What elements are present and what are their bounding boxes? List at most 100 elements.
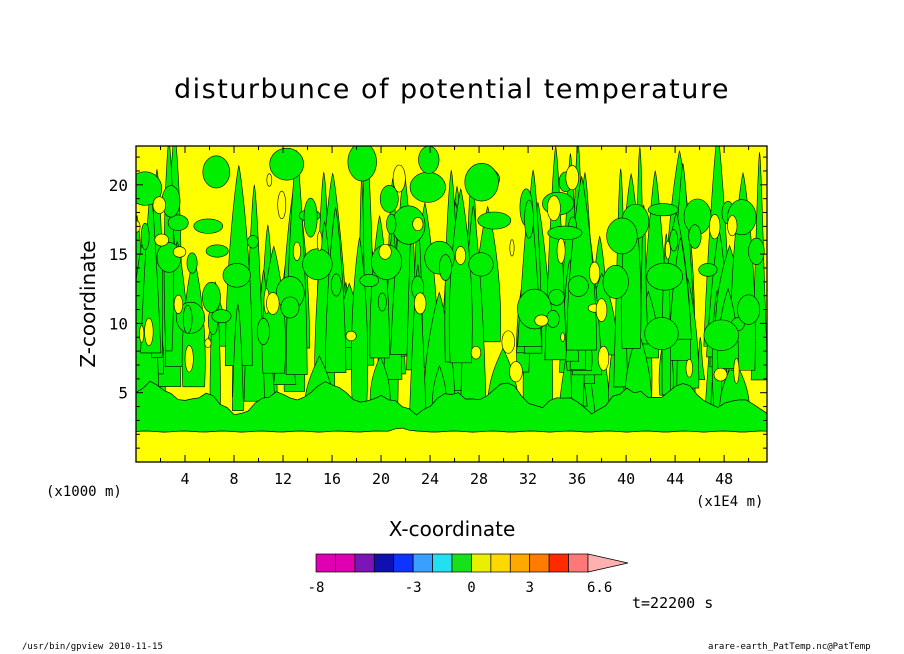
y-tick-label: 5 — [118, 384, 128, 403]
colorbar-segment — [354, 553, 375, 573]
patch — [182, 304, 193, 334]
patch — [409, 171, 446, 203]
colorbar-segment — [509, 553, 531, 573]
patch — [202, 155, 231, 189]
patch — [302, 248, 333, 280]
x-tick-label: 20 — [372, 470, 390, 488]
colorbar-segment — [393, 553, 414, 573]
x-tick-label: 40 — [617, 470, 635, 488]
y-tick-label: 20 — [109, 176, 128, 195]
y-axis-label: Z-coordinate — [76, 240, 100, 367]
plume — [669, 236, 692, 340]
patch — [136, 171, 163, 206]
colorbar-label: 3 — [525, 580, 533, 596]
patch — [359, 273, 379, 287]
colorbar-extend-arrow — [587, 553, 629, 573]
colorbar-segment — [548, 553, 569, 573]
patch — [468, 252, 494, 277]
x-tick-label: 12 — [274, 470, 292, 488]
patch — [737, 294, 761, 325]
positive-patch — [455, 246, 467, 265]
colorbar: -8 -3 0 3 6.6 — [308, 553, 629, 596]
positive-patch — [470, 345, 482, 360]
positive-patch — [139, 325, 145, 343]
patch — [167, 214, 189, 231]
patch — [205, 244, 229, 258]
x-tick-label: 4 — [180, 470, 189, 488]
x-axis-label: X-coordinate — [389, 517, 516, 541]
patch — [698, 263, 718, 277]
patch — [647, 203, 679, 217]
positive-patch — [509, 239, 515, 257]
positive-patch — [204, 338, 212, 348]
patch — [193, 218, 224, 234]
patch — [606, 217, 638, 255]
patch — [256, 317, 270, 345]
x-tick-label: 16 — [323, 470, 341, 488]
patch — [748, 237, 765, 266]
colorbar-segment — [490, 553, 511, 573]
patch — [547, 225, 583, 241]
patch — [646, 262, 683, 291]
colorbar-segment — [471, 553, 492, 573]
colorbar-segment — [529, 553, 550, 573]
patch — [703, 319, 739, 351]
x-tick-label: 44 — [666, 470, 684, 488]
patch — [477, 211, 512, 230]
patch — [524, 199, 534, 239]
positive-patch — [595, 298, 608, 322]
x-tick-label: 48 — [715, 470, 733, 488]
colorbar-segment — [315, 553, 336, 573]
patch — [548, 289, 565, 306]
patch — [186, 252, 198, 274]
x-tick-label: 8 — [230, 470, 239, 488]
patch — [379, 185, 399, 213]
positive-patch — [412, 217, 424, 232]
patch — [669, 229, 679, 252]
patch — [438, 254, 452, 281]
plume-layer — [136, 146, 767, 420]
patch — [211, 309, 232, 324]
positive-patch — [316, 231, 323, 252]
positive-patch — [501, 330, 516, 354]
positive-patch — [534, 314, 549, 327]
x-tick-label: 32 — [519, 470, 537, 488]
positive-patch — [152, 196, 166, 214]
positive-patch — [154, 233, 169, 247]
positive-patch — [556, 238, 566, 264]
positive-patch — [266, 173, 273, 187]
patch — [347, 146, 377, 182]
y-tick-label: 15 — [109, 245, 128, 264]
positive-patch — [509, 361, 523, 383]
positive-patch — [184, 345, 194, 373]
x-tick-label: 28 — [470, 470, 488, 488]
positive-patch — [589, 261, 601, 285]
patch — [330, 273, 342, 297]
colorbar-label: -8 — [308, 580, 325, 596]
x-unit-left: (x1000 m) — [46, 484, 122, 500]
plume — [231, 303, 244, 411]
colorbar-segment — [432, 553, 453, 573]
positive-patch — [713, 367, 728, 382]
time-label: t=22200 s — [632, 594, 714, 612]
colorbar-segment — [568, 553, 589, 573]
positive-patch — [597, 345, 610, 371]
patch — [202, 281, 221, 313]
positive-patch — [266, 292, 280, 315]
patch — [222, 263, 251, 288]
positive-patch — [685, 358, 693, 378]
colorbar-label: 6.6 — [587, 580, 612, 596]
colorbar-segment — [412, 553, 433, 573]
positive-patch — [277, 190, 287, 220]
positive-patch — [392, 164, 406, 193]
patch — [280, 296, 300, 319]
positive-patch — [173, 294, 184, 314]
patch — [303, 197, 318, 238]
colorbar-label: -3 — [405, 580, 422, 596]
colorbar-segment — [451, 553, 472, 573]
patch — [546, 309, 560, 328]
lower-negative-band — [136, 380, 767, 433]
patch — [688, 224, 702, 249]
patch — [269, 147, 304, 181]
